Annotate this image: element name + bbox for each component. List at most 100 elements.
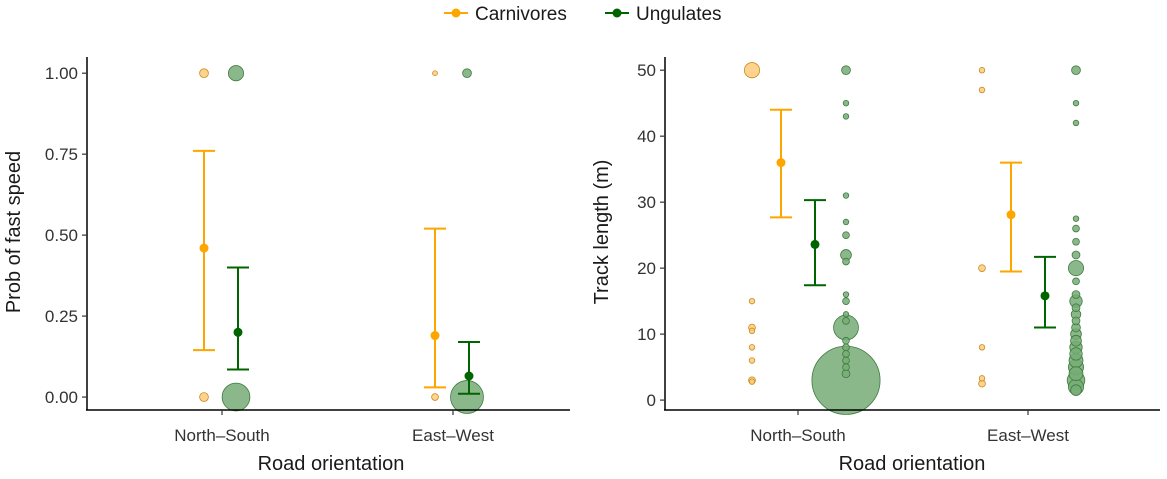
legend-entry-carnivores: Carnivores: [444, 4, 567, 25]
panel-1-ticks: 0.00 0.25 0.50 0.75 1.00 North–South East–West: [45, 64, 494, 445]
raw-point-carnivores: [748, 344, 756, 351]
estimate-ungulates-east-west: [458, 340, 480, 395]
raw-point-ungulates: [842, 311, 850, 318]
raw-point-ungulates: [842, 297, 850, 305]
legend-label-carnivores: Carnivores: [475, 4, 567, 25]
raw-point-carnivores: [431, 393, 439, 401]
raw-point-carnivores: [748, 297, 756, 305]
panel-1-y-tick-label: 1.00: [45, 64, 78, 83]
mean-point-carnivores: [1006, 210, 1016, 220]
mean-point-carnivores: [776, 158, 786, 168]
raw-point-carnivores: [199, 392, 209, 402]
estimate-ungulates-east-west: [1034, 255, 1056, 329]
legend-key-dot-carnivores: [451, 8, 461, 18]
panel-1-y-tick-label: 0.00: [45, 388, 78, 407]
raw-point-ungulates: [842, 100, 850, 107]
raw-point-ungulates: [842, 363, 850, 371]
panel-1-y-tick-label: 0.50: [45, 226, 78, 245]
panel-1-y-axis-title: Prob of fast speed: [3, 151, 25, 313]
panel-2-y-tick-label: 40: [637, 127, 656, 146]
mean-point-ungulates: [233, 327, 243, 337]
estimate-carnivores-east-west: [1000, 161, 1022, 273]
raw-point-ungulates: [1072, 237, 1080, 246]
legend-key-dot-ungulates: [612, 8, 622, 18]
raw-point-ungulates: [1071, 290, 1081, 299]
mean-point-carnivores: [430, 331, 440, 341]
raw-point-carnivores: [978, 344, 986, 351]
raw-point-ungulates: [1069, 347, 1083, 361]
panel-1-x-tick-label-north-south: North–South: [174, 426, 269, 445]
raw-point-ungulates: [450, 380, 484, 414]
raw-point-ungulates: [462, 68, 472, 78]
raw-point-ungulates: [221, 382, 251, 412]
panel-2-y-tick-label: 0: [647, 391, 656, 410]
mean-point-ungulates: [810, 239, 820, 249]
estimate-carnivores-north-south: [193, 149, 215, 352]
raw-point-ungulates: [842, 192, 850, 199]
panel-2-y-tick-label: 20: [637, 259, 656, 278]
raw-point-ungulates: [841, 369, 851, 379]
raw-point-ungulates: [1070, 384, 1082, 396]
panel-1-y-tick-label: 0.75: [45, 145, 78, 164]
panel-2-x-axis-title: Road orientation: [839, 453, 986, 474]
raw-point-carnivores: [978, 67, 986, 74]
raw-point-ungulates: [1071, 65, 1081, 75]
raw-point-carnivores: [199, 68, 209, 78]
panel-2-y-tick-label: 30: [637, 193, 656, 212]
raw-point-carnivores: [748, 357, 756, 364]
raw-point-carnivores: [743, 62, 761, 79]
raw-point-ungulates: [842, 113, 850, 120]
panel-2-y-axis-title: Track length (m): [591, 160, 613, 305]
panel-2-y-tick-label: 50: [637, 61, 656, 80]
raw-point-carnivores: [978, 264, 986, 272]
estimate-ungulates-north-south: [227, 266, 249, 371]
raw-point-ungulates: [842, 350, 850, 358]
raw-point-carnivores: [748, 378, 756, 385]
panel-2-y-tick-label: 10: [637, 325, 656, 344]
raw-point-ungulates: [842, 291, 850, 298]
legend-label-ungulates: Ungulates: [636, 4, 722, 25]
raw-point-ungulates: [1072, 277, 1080, 286]
raw-point-ungulates: [1072, 100, 1080, 107]
panel-1-x-axis-title: Road orientation: [258, 453, 405, 474]
panel-2-x-tick-label-east-west: East–West: [987, 426, 1069, 445]
raw-point-ungulates: [842, 356, 850, 365]
raw-point-ungulates: [842, 343, 850, 352]
raw-point-carnivores: [748, 327, 756, 335]
estimate-ungulates-north-south: [804, 199, 826, 287]
raw-point-carnivores: [978, 375, 986, 382]
estimate-carnivores-north-south: [770, 108, 792, 219]
raw-point-ungulates: [1071, 303, 1081, 313]
panel-1-marks: [193, 65, 484, 414]
mean-point-ungulates: [464, 371, 474, 381]
mean-point-carnivores: [199, 243, 209, 253]
raw-point-ungulates: [227, 65, 245, 82]
raw-point-ungulates: [842, 336, 850, 345]
legend-entry-ungulates: Ungulates: [605, 4, 722, 25]
panel-track-length: 0 10 20 30 40 50 North–South East–West Road ori…: [591, 57, 1160, 475]
raw-point-ungulates: [1071, 250, 1081, 260]
raw-point-carnivores: [432, 70, 438, 77]
raw-point-ungulates: [842, 231, 850, 239]
raw-point-ungulates: [1072, 119, 1080, 127]
legend: Carnivores Ungulates: [444, 4, 722, 25]
panel-1-x-tick-label-east-west: East–West: [412, 426, 494, 445]
raw-point-ungulates: [842, 317, 850, 325]
panel-2-x-tick-label-north-south: North–South: [750, 426, 845, 445]
raw-point-ungulates: [1072, 215, 1080, 222]
raw-point-ungulates: [842, 218, 850, 226]
panel-1-y-tick-label: 0.25: [45, 307, 78, 326]
raw-point-ungulates: [1071, 316, 1081, 326]
raw-point-ungulates: [1072, 224, 1080, 233]
raw-point-ungulates: [842, 257, 850, 266]
raw-point-carnivores: [978, 86, 986, 94]
panel-2-ticks: 0 10 20 30 40 50 North–South East–West: [637, 61, 1069, 445]
estimate-carnivores-east-west: [424, 227, 446, 389]
raw-point-ungulates: [841, 65, 851, 75]
raw-point-ungulates: [1068, 366, 1084, 382]
panel-prob-fast-speed: 0.00 0.25 0.50 0.75 1.00 North–South East–West…: [3, 57, 570, 475]
raw-point-ungulates: [1067, 260, 1085, 277]
raw-point-ungulates: [1070, 334, 1082, 347]
